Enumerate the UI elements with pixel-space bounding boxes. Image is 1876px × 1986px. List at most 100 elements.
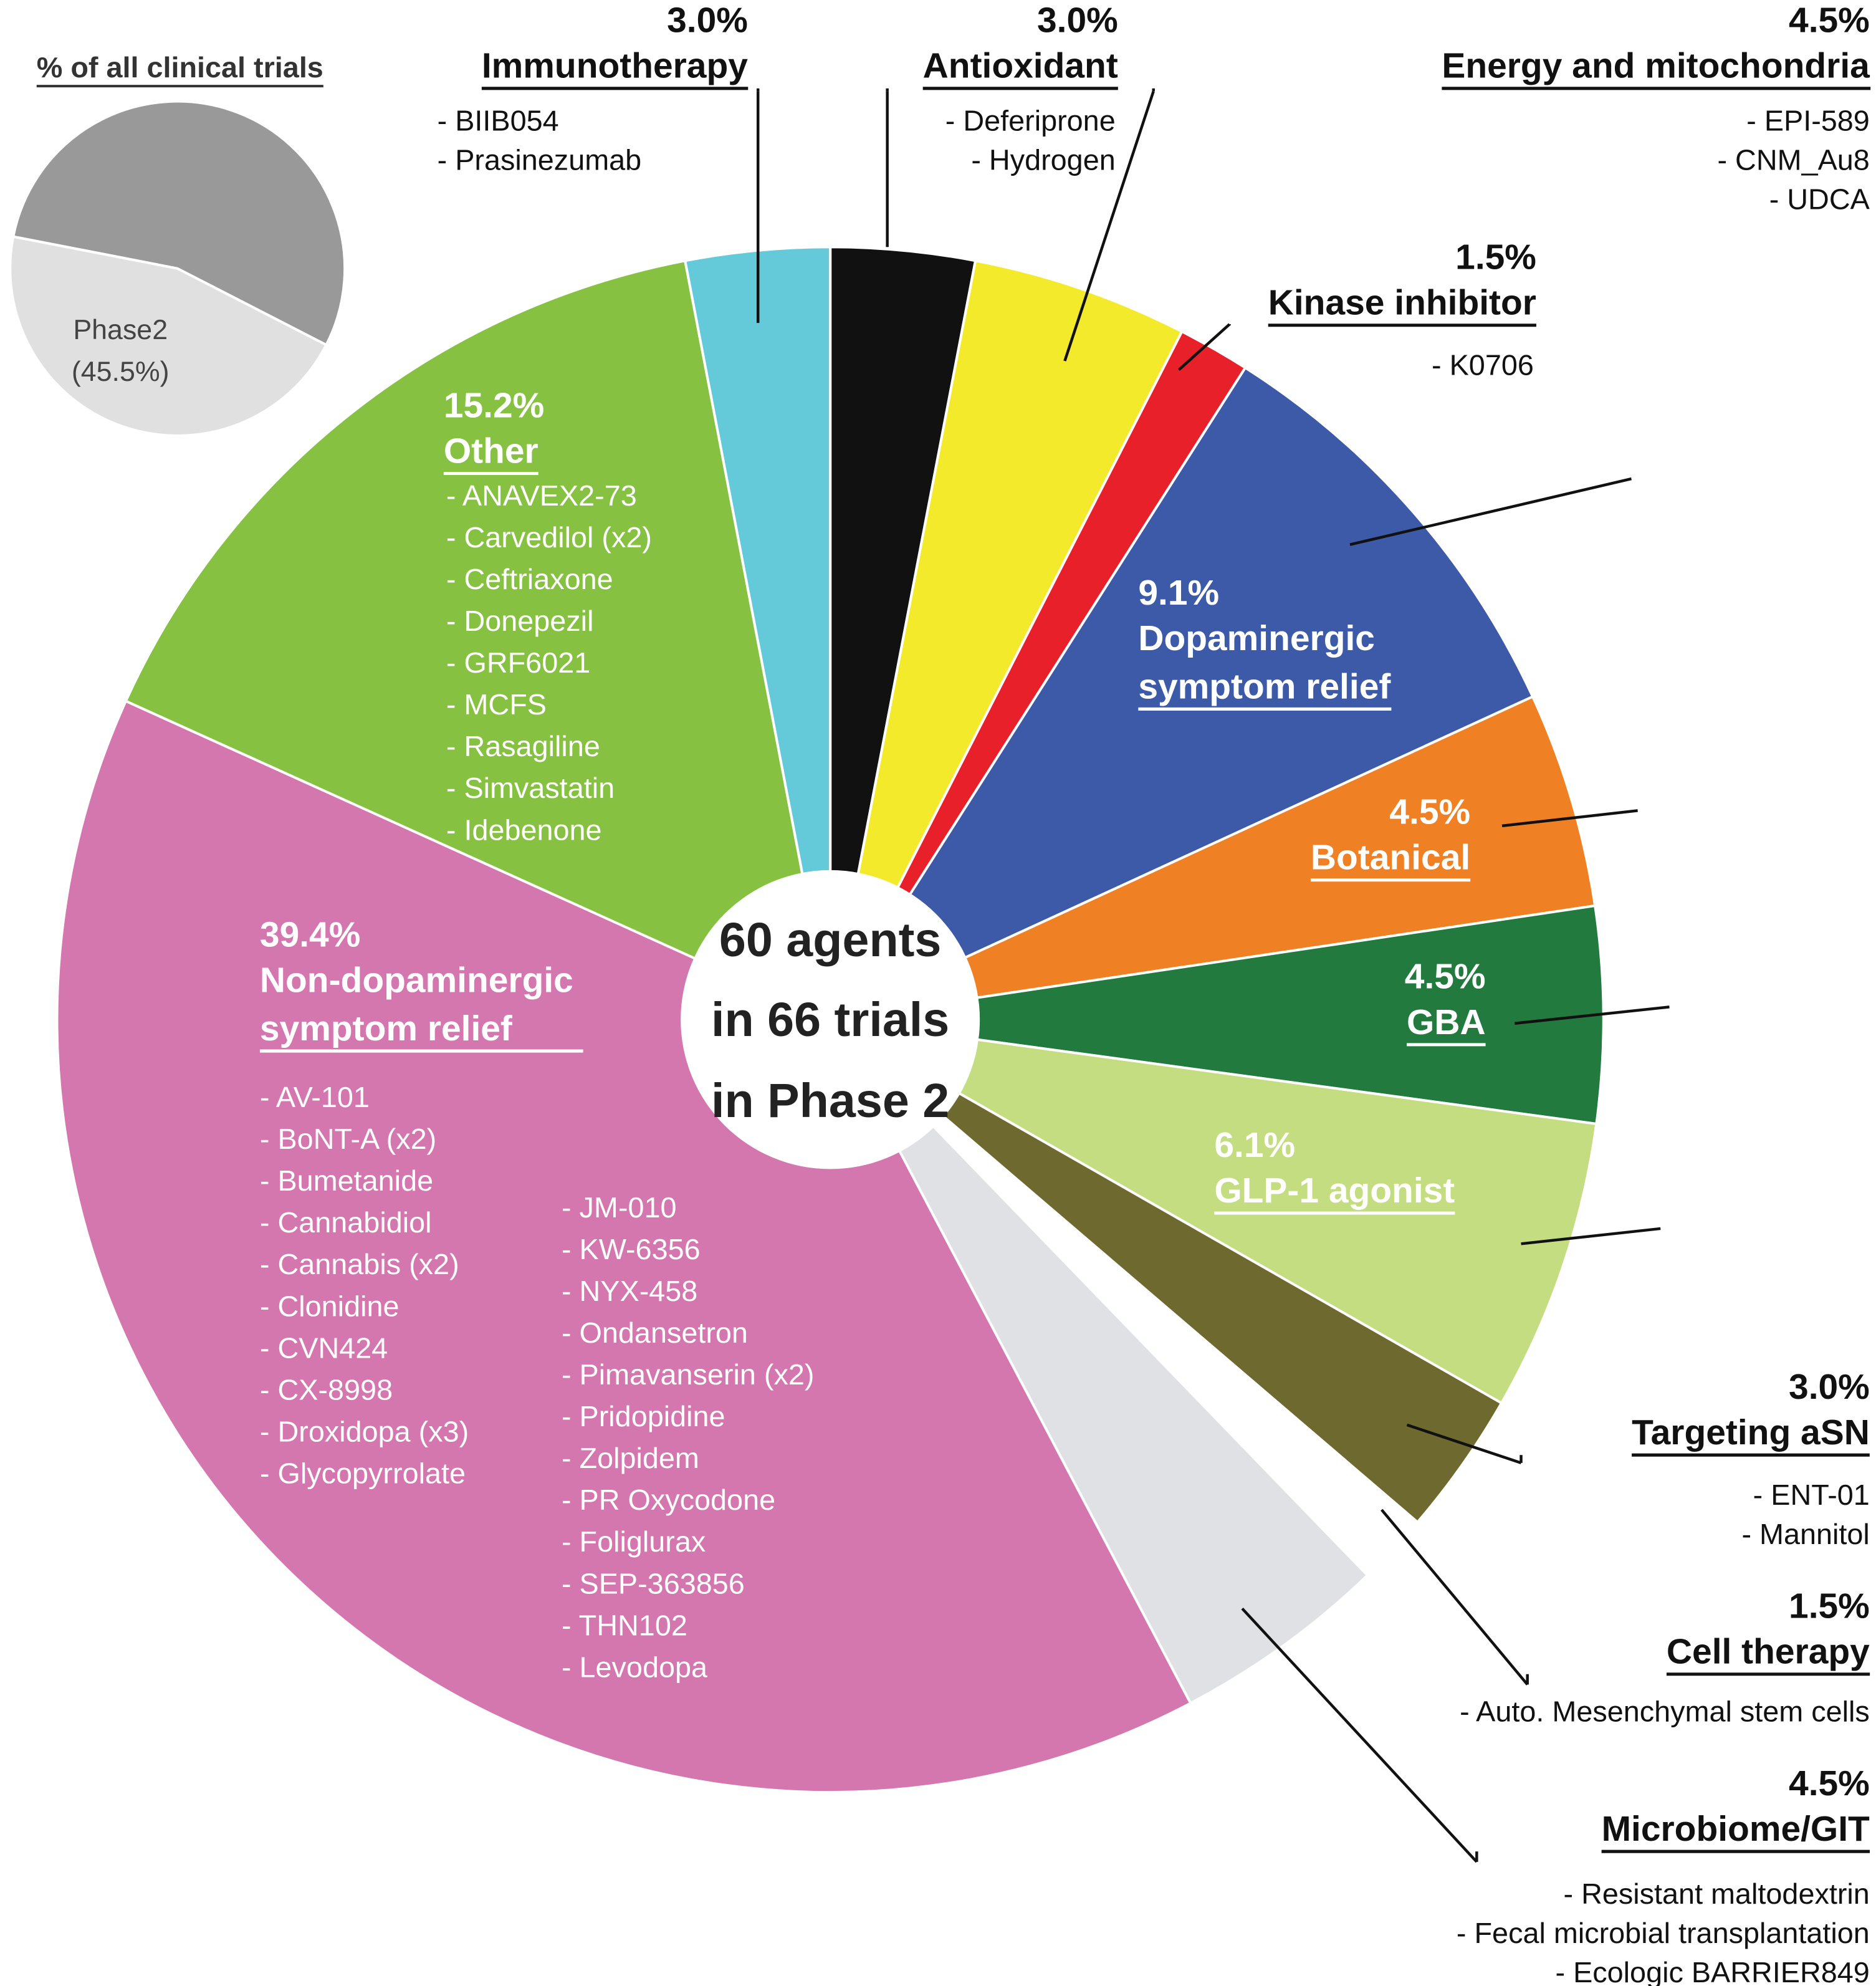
agent-label: - DA-9805 xyxy=(1741,816,1874,848)
agent-label: - Mannitol xyxy=(1741,1518,1869,1550)
pie-slice xyxy=(9,235,328,437)
slice-label: Targeting aSN xyxy=(1632,1413,1870,1452)
agent-label: - CNM_Au8 xyxy=(1717,143,1869,176)
agent-label: - Venglustat xyxy=(1720,1001,1874,1034)
leader-line xyxy=(1521,1227,1661,1245)
agent-label: - Accordion Pill xyxy=(1681,349,1874,381)
slice-label: GLP-1 agonist xyxy=(1214,1171,1455,1211)
pie-slice xyxy=(55,699,1193,1794)
agent-label: - Fecal microbial transplantation xyxy=(1457,1917,1870,1949)
agent-label: - MCFS xyxy=(446,688,547,721)
slice-label: Dopaminergic symptom relief xyxy=(1138,618,1391,706)
slice-value: 39.4% xyxy=(260,915,360,955)
agent-label: - Prasinezumab xyxy=(438,143,642,176)
slice-value: (45.5%) xyxy=(72,357,170,387)
agent-label: - Levodopa xyxy=(562,1651,707,1683)
agent-label: - BIIB054 xyxy=(438,104,559,137)
slice-label: Phase2 xyxy=(73,315,168,345)
agent-label: - CTC-413 xyxy=(1738,516,1874,549)
agent-label: - Liraglutide xyxy=(1721,1125,1874,1158)
slice-value: 3.0% xyxy=(1037,1,1118,41)
agent-label: - THN102 xyxy=(562,1609,687,1641)
pie-slice xyxy=(830,694,1597,1021)
agent-label: - Simvastatin xyxy=(446,772,615,804)
inset-title: % of all clinical trials xyxy=(37,51,323,84)
slice-value: 9.1% xyxy=(1138,573,1219,613)
agent-label: - Cannabidiol xyxy=(260,1206,432,1239)
agent-label: - Lixisenatide xyxy=(1701,1167,1874,1199)
center-label: in Phase 2 xyxy=(711,1074,949,1128)
slice-label: Microbiome/GIT xyxy=(1602,1809,1870,1849)
agent-label: - Clonidine xyxy=(260,1290,400,1322)
agent-label: - SQJZ herbal mix xyxy=(1639,732,1874,765)
agent-label: - PR Oxycodone xyxy=(562,1484,775,1516)
agent-label: - UDCA xyxy=(1769,183,1870,215)
slice-label: Botanical xyxy=(1311,838,1470,878)
agent-label: - NLY01 xyxy=(1769,1209,1874,1241)
leader-line xyxy=(1349,477,1632,546)
agent-label: - WIN-1001X xyxy=(1705,774,1874,807)
agent-label: - VY-AADC02 xyxy=(1697,391,1874,423)
slice-label: Antioxidant xyxy=(923,46,1118,86)
pie-slice xyxy=(124,259,832,1022)
agent-label: - CVN424 xyxy=(260,1331,388,1364)
agent-label: - Ecologic BARRIER849 xyxy=(1556,1956,1870,1986)
leader-line xyxy=(1241,1607,1478,1863)
agent-label: - Bumetanide xyxy=(260,1164,433,1197)
agent-label: - Ambroxol (x2) xyxy=(1676,959,1874,992)
agent-label: - Pimavanserin (x2) xyxy=(562,1358,814,1391)
agent-label: - Zolpidem xyxy=(562,1442,699,1474)
agent-label: - Foliglurax xyxy=(562,1525,706,1558)
center-hole xyxy=(681,870,980,1169)
agent-label: - BoNT-A (x2) xyxy=(260,1123,436,1155)
leader-line xyxy=(1501,809,1638,828)
agent-label: - Ondansetron xyxy=(562,1317,748,1349)
agent-label: - KDT-3594 xyxy=(1725,474,1874,507)
agent-label: - Carvedilol (x2) xyxy=(446,521,652,554)
agent-label: - Donepezil xyxy=(446,605,594,637)
leader-line xyxy=(1406,1423,1522,1464)
slice-value: 15.2% xyxy=(444,385,544,425)
pie-slice xyxy=(11,100,347,347)
agent-label: - Auto. Mesenchymal stem cells xyxy=(1460,1696,1870,1728)
pie-slice xyxy=(829,259,1184,1020)
agent-label: - Cannabis (x2) xyxy=(260,1248,459,1280)
slice-label: Energy and mitochondria xyxy=(1442,46,1870,86)
agent-label: - Semaglutide xyxy=(1693,1250,1874,1283)
slice-label: Non-dopaminergic symptom relief xyxy=(260,961,583,1048)
agent-label: - SEP-363856 xyxy=(562,1567,745,1600)
agent-label: - Hydrogen xyxy=(971,143,1115,176)
center-label: 60 agents xyxy=(719,913,941,967)
agent-label: - NYX-458 xyxy=(562,1275,697,1307)
agent-label: - JM-010 xyxy=(562,1191,677,1224)
agent-label: - Resistant maltodextrin xyxy=(1564,1878,1870,1910)
agent-label: - EPI-589 xyxy=(1746,104,1870,137)
slice-value: 4.5% xyxy=(1405,957,1486,997)
slice-label: Immunotherapy xyxy=(482,46,748,86)
slice-value: 6.1% xyxy=(1214,1125,1295,1165)
agent-label: - Pridopidine xyxy=(562,1400,725,1432)
slice-value: 1.5% xyxy=(1455,237,1536,277)
pie-slice xyxy=(829,1019,1369,1705)
slice-value: 4.5% xyxy=(1789,1763,1870,1803)
agent-label: - Idebenone xyxy=(446,813,602,846)
slice-value: 4.5% xyxy=(1789,1,1870,41)
agent-label: - ENT-01 xyxy=(1753,1479,1870,1511)
agent-label: - LY3154207 xyxy=(1709,433,1874,465)
slice-value: 1.5% xyxy=(1789,1586,1870,1626)
slice-label: GBA xyxy=(1407,1002,1486,1042)
pie-slice xyxy=(830,1018,1598,1405)
agent-label: - Droxidopa (x3) xyxy=(260,1415,469,1447)
agent-label: - Deferiprone xyxy=(945,104,1116,137)
agent-label: - GRF6021 xyxy=(446,646,590,679)
agent-label: - ND0612 xyxy=(1749,558,1874,590)
agent-label: - CX-8998 xyxy=(260,1373,393,1406)
slice-value: 3.0% xyxy=(667,1,748,41)
slice-label: Cell therapy xyxy=(1667,1632,1870,1672)
slice-label: Kinase inhibitor xyxy=(1268,283,1536,323)
leader-line xyxy=(1515,1005,1670,1025)
agent-label: - ANAVEX2-73 xyxy=(446,479,637,512)
leader-line xyxy=(1381,1509,1529,1686)
